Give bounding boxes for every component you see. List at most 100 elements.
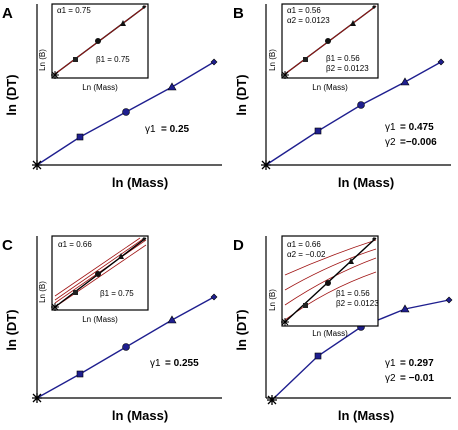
inset-panel-b: Ln (B) Ln (Mass) α1 = 0.56 α2 = 0.0123 β… [268, 3, 379, 92]
triangle-marker [167, 315, 177, 324]
inset-beta1: β1 = 0.56 [336, 289, 370, 298]
panel-letter: C [2, 237, 13, 254]
inset-asterisk-marker [51, 71, 59, 79]
gamma2-symbol: γ2 [385, 373, 396, 384]
inset-alpha1: α1 = 0.75 [57, 6, 91, 15]
inset-curve [284, 237, 377, 323]
inset-diamond-marker [372, 5, 376, 9]
inset-triangle-marker [120, 20, 126, 26]
x-axis-label: ln (Mass) [112, 408, 168, 423]
inset-triangle-marker [348, 258, 354, 264]
fan-line [54, 238, 144, 301]
fan-line [54, 244, 147, 308]
fan-curve [284, 239, 377, 276]
gamma1-symbol: γ1 [145, 124, 156, 135]
square-marker [76, 133, 84, 141]
triangle-marker [400, 77, 410, 86]
inset-circle-marker [325, 280, 331, 286]
inset-x-label: Ln (Mass) [312, 83, 348, 92]
inset-panel-a: Ln (B) Ln (Mass) α1 = 0.75 β1 = 0.75 [38, 3, 149, 92]
gamma1-value: = 0.475 [400, 122, 434, 133]
inset-beta1: β1 = 0.56 [326, 54, 360, 63]
inset-y-label: Ln (B) [38, 281, 47, 303]
panel-b: B ln (DT) ln (Mass) γ1 = 0.475 γ2 =−0.00… [233, 3, 451, 190]
inset-y-label: Ln (B) [268, 49, 277, 71]
triangle-marker [167, 82, 177, 91]
inset-circle-marker [95, 271, 101, 277]
y-axis-label: ln (DT) [4, 309, 19, 350]
inset-x-label: Ln (Mass) [312, 329, 348, 338]
gamma2-value: =−0.006 [400, 137, 437, 148]
x-axis-label: ln (Mass) [338, 408, 394, 423]
gamma1-value: = 0.25 [161, 124, 190, 135]
panel-letter: D [233, 237, 244, 254]
inset-alpha1: α1 = 0.66 [287, 240, 321, 249]
y-axis-label: ln (DT) [234, 74, 249, 115]
asterisk-marker [32, 393, 42, 403]
inset-alpha2: α2 = −0.02 [287, 250, 326, 259]
main-markers [32, 58, 218, 170]
x-axis-label: ln (Mass) [112, 175, 168, 190]
inset-panel-c: Ln (B) Ln (Mass) α1 = 0.66 β1 = 0.75 [38, 235, 149, 324]
inset-circle-marker [95, 38, 101, 44]
fan-curve [284, 248, 377, 291]
square-marker [76, 370, 84, 378]
gamma1-value: = 0.297 [400, 358, 434, 369]
main-markers [32, 293, 218, 403]
inset-alpha1: α1 = 0.66 [58, 240, 92, 249]
inset-alpha2: α2 = 0.0123 [287, 16, 330, 25]
circle-marker [357, 101, 365, 109]
gamma1-symbol: γ1 [385, 358, 396, 369]
inset-panel-d: Ln (B) Ln (Mass) α1 = 0.66 α2 = −0.02 β1… [268, 235, 379, 338]
inset-diamond-marker [372, 237, 376, 241]
diamond-marker [210, 58, 218, 66]
inset-triangle-marker [350, 20, 356, 26]
diamond-marker [437, 58, 445, 66]
inset-beta1: β1 = 0.75 [96, 55, 130, 64]
gamma2-value: = −0.01 [400, 373, 434, 384]
inset-square-marker [303, 303, 308, 308]
y-axis-label: ln (DT) [234, 309, 249, 350]
inset-square-marker [303, 57, 308, 62]
inset-alpha1: α1 = 0.56 [287, 6, 321, 15]
inset-asterisk-marker [281, 71, 289, 79]
inset-fan-lines [54, 237, 147, 308]
asterisk-marker [267, 395, 277, 405]
asterisk-marker [32, 160, 42, 170]
square-marker [314, 352, 322, 360]
inset-diamond-marker [142, 5, 146, 9]
inset-triangle-marker [118, 253, 124, 259]
main-markers [261, 58, 445, 170]
fan-line [54, 239, 147, 304]
circle-marker [122, 108, 130, 116]
inset-beta2: β2 = 0.0123 [326, 64, 369, 73]
gamma1-symbol: γ1 [150, 358, 161, 369]
inset-x-label: Ln (Mass) [82, 83, 118, 92]
inset-x-label: Ln (Mass) [82, 315, 118, 324]
diamond-marker [210, 293, 218, 301]
fan-curve [284, 257, 377, 306]
inset-asterisk-marker [51, 303, 59, 311]
inset-beta1: β1 = 0.75 [100, 289, 134, 298]
inset-square-marker [73, 57, 78, 62]
x-axis-label: ln (Mass) [338, 175, 394, 190]
inset-diamond-marker [142, 237, 146, 241]
panel-c: C ln (DT) ln (Mass) γ1 = 0.255 Ln (B) Ln… [2, 235, 222, 423]
inset-circle-marker [325, 38, 331, 44]
gamma1-symbol: γ1 [385, 122, 396, 133]
y-axis-label: ln (DT) [4, 74, 19, 115]
asterisk-marker [261, 160, 271, 170]
panel-a: A ln (DT) ln (Mass) γ1 = 0.25 Ln (B) Ln … [2, 3, 222, 190]
panel-d: D ln (DT) ln (Mass) γ1 = 0.297 γ2 = −0.0… [233, 235, 453, 423]
fan-line [54, 237, 141, 297]
circle-marker [122, 343, 130, 351]
inset-y-label: Ln (B) [268, 289, 277, 311]
inset-y-label: Ln (B) [38, 49, 47, 71]
panel-letter: B [233, 5, 244, 22]
gamma2-symbol: γ2 [385, 137, 396, 148]
diamond-marker [445, 296, 453, 304]
inset-square-marker [73, 290, 78, 295]
square-marker [314, 127, 322, 135]
inset-beta2: β2 = 0.0123 [336, 299, 379, 308]
